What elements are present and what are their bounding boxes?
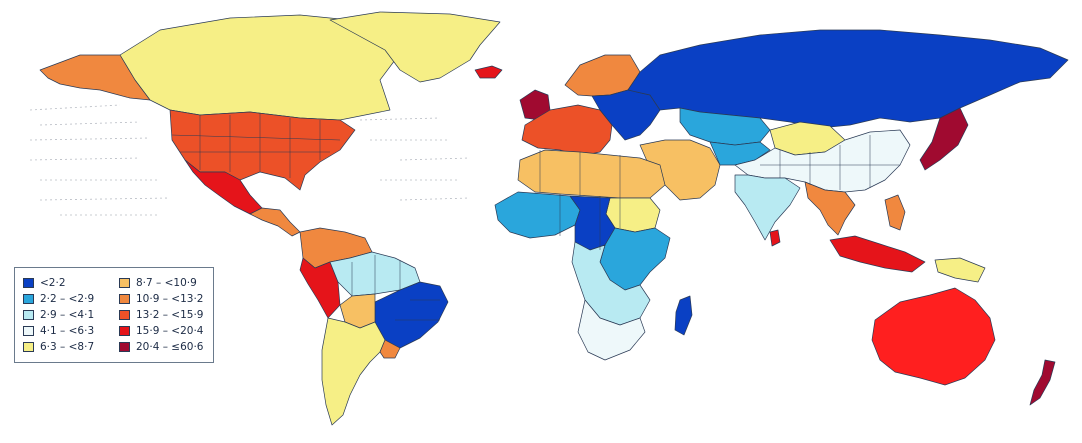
legend-swatch	[119, 310, 130, 320]
region-canada-arctic[interactable]	[119, 14, 396, 121]
legend-label: <2·2	[40, 277, 66, 289]
legend-swatch	[23, 310, 34, 320]
region-alaska[interactable]	[39, 54, 151, 101]
region-sri-lanka[interactable]	[769, 229, 781, 247]
legend-item: 6·3 – <8·7	[23, 339, 117, 355]
legend-label: 2·9 – <4·1	[40, 309, 95, 321]
legend-item: 20·4 – ≤60·6	[119, 339, 213, 355]
legend-swatch	[23, 294, 34, 304]
legend-item: 4·1 – <6·3	[23, 323, 117, 339]
region-australia[interactable]	[871, 287, 996, 386]
region-peru[interactable]	[299, 257, 341, 319]
legend-swatch	[119, 326, 130, 336]
region-western-europe[interactable]	[521, 104, 613, 157]
region-eastern-europe[interactable]	[591, 89, 661, 141]
usa-state-borders	[171, 113, 341, 178]
legend-item: <2·2	[23, 275, 117, 291]
legend-item: 8·7 – <10·9	[119, 275, 213, 291]
region-uruguay[interactable]	[379, 339, 401, 359]
china-province-borders	[760, 135, 900, 190]
region-japan-korea[interactable]	[919, 107, 969, 171]
brazil-state-borders	[351, 255, 440, 321]
legend-swatch	[119, 278, 130, 288]
legend-swatch	[119, 294, 130, 304]
legend-item: 2·9 – <4·1	[23, 307, 117, 323]
legend-label: 4·1 – <6·3	[40, 325, 95, 337]
region-new-zealand[interactable]	[1029, 359, 1056, 406]
legend-swatch	[23, 342, 34, 352]
legend-item: 2·2 – <2·9	[23, 291, 117, 307]
legend-label: 2·2 – <2·9	[40, 293, 95, 305]
region-west-africa[interactable]	[494, 191, 581, 239]
region-iceland[interactable]	[474, 65, 503, 79]
region-southern-africa[interactable]	[571, 241, 651, 326]
region-greenland[interactable]	[329, 11, 501, 83]
legend-swatch	[23, 326, 34, 336]
region-north-africa[interactable]	[517, 149, 666, 199]
region-indonesia[interactable]	[829, 235, 926, 273]
africa-country-borders	[539, 150, 621, 250]
region-india[interactable]	[734, 174, 801, 241]
region-papua[interactable]	[934, 257, 986, 283]
legend-item: 13·2 – <15·9	[119, 307, 213, 323]
legend-label: 20·4 – ≤60·6	[136, 341, 204, 353]
legend-swatch	[23, 278, 34, 288]
legend-item: 10·9 – <13·2	[119, 291, 213, 307]
region-south-africa[interactable]	[577, 299, 646, 361]
legend-swatch	[119, 342, 130, 352]
legend-label: 8·7 – <10·9	[136, 277, 197, 289]
legend-label: 6·3 – <8·7	[40, 341, 95, 353]
legend-label: 10·9 – <13·2	[136, 293, 204, 305]
legend-item: 15·9 – <20·4	[119, 323, 213, 339]
region-central-asia[interactable]	[709, 141, 771, 166]
region-southeast-asia[interactable]	[804, 181, 856, 236]
region-usa[interactable]	[169, 109, 356, 191]
region-madagascar[interactable]	[674, 295, 693, 336]
region-central-america[interactable]	[249, 207, 301, 237]
map-legend: <2·2 2·2 – <2·9 2·9 – <4·1 4·1 – <6·3 6·3 – …	[14, 267, 214, 363]
legend-label: 15·9 – <20·4	[136, 325, 204, 337]
legend-label: 13·2 – <15·9	[136, 309, 204, 321]
region-chile-argentina[interactable]	[321, 317, 386, 426]
region-philippines[interactable]	[884, 194, 906, 231]
